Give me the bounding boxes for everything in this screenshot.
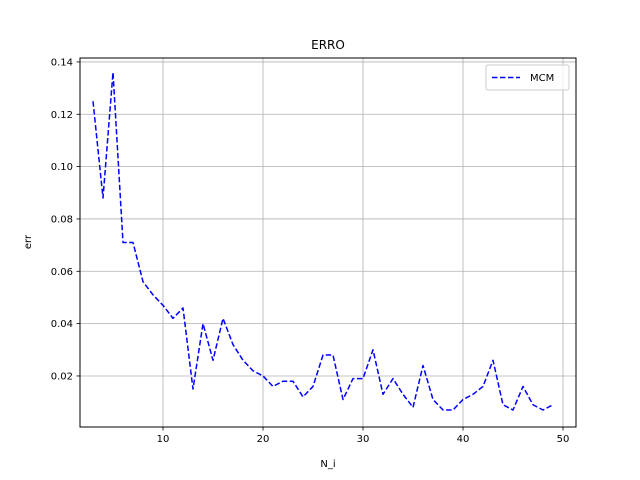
legend-label-mcm: MCM <box>530 73 554 84</box>
x-tick-label: 20 <box>257 434 270 445</box>
grid-lines <box>80 58 576 427</box>
x-tick-label: 10 <box>157 434 170 445</box>
x-tick-label: 30 <box>357 434 370 445</box>
y-tick-label: 0.10 <box>51 162 73 173</box>
y-tick-label: 0.12 <box>51 110 73 121</box>
y-tick-label: 0.14 <box>51 57 73 68</box>
y-tick-label: 0.04 <box>51 319 73 330</box>
legend-box <box>485 64 570 91</box>
chart-title: ERRO <box>311 38 345 52</box>
plot-frame <box>79 57 577 428</box>
y-tick-label: 0.02 <box>51 371 73 382</box>
y-axis-ticks: 0.02 0.04 0.06 0.08 0.10 0.12 0.14 <box>51 57 80 382</box>
x-tick-label: 40 <box>457 434 470 445</box>
legend: MCM <box>485 64 570 91</box>
y-tick-label: 0.08 <box>51 214 73 225</box>
series-line-mcm <box>92 71 554 411</box>
x-axis-ticks: 10 20 30 40 50 <box>157 427 570 445</box>
y-axis-label: err <box>23 234 34 249</box>
x-axis-label: N_i <box>320 459 335 470</box>
x-tick-label: 50 <box>557 434 570 445</box>
y-tick-label: 0.06 <box>51 267 73 278</box>
series-lines <box>92 71 554 411</box>
